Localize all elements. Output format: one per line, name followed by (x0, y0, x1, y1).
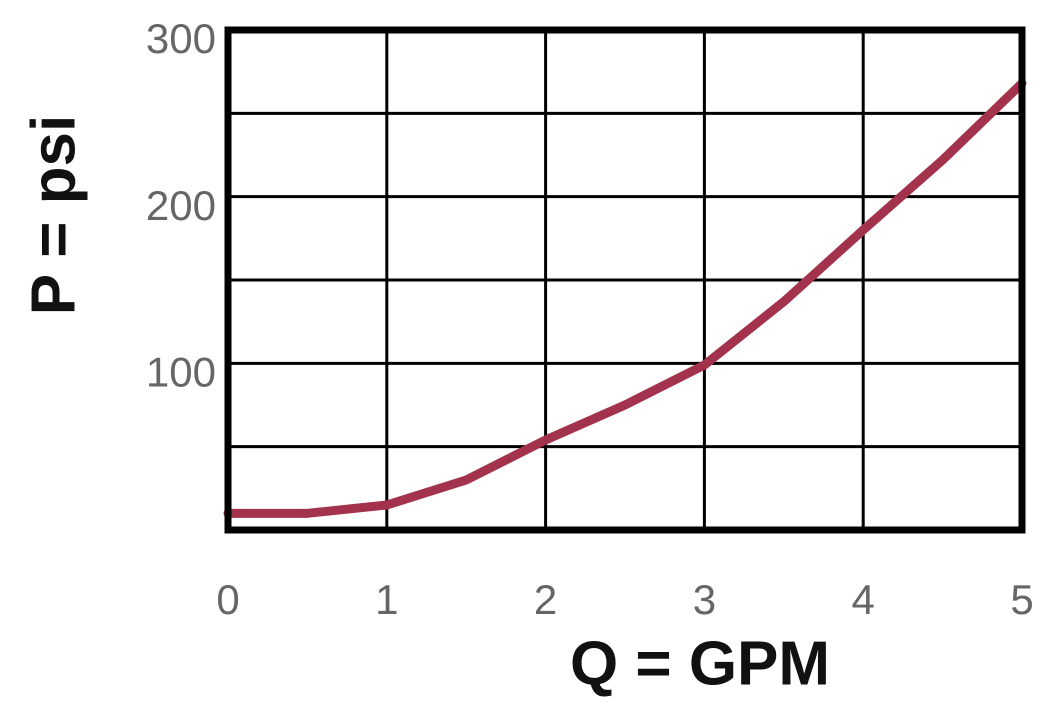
y-axis-title: P = psi (19, 115, 88, 315)
x-tick-label: 4 (852, 576, 875, 623)
x-tick-label: 0 (216, 576, 239, 623)
x-tick-label: 1 (375, 576, 398, 623)
x-axis-title: Q = GPM (570, 629, 830, 698)
x-tick-label: 5 (1010, 576, 1033, 623)
y-tick-label: 200 (146, 182, 216, 229)
y-tick-label: 300 (146, 15, 216, 62)
y-tick-label: 100 (146, 348, 216, 395)
chart: P = psi Q = GPM 100 200 300 0 1 2 3 4 5 (0, 0, 1045, 701)
x-tick-label: 2 (534, 576, 557, 623)
x-tick-label: 3 (693, 576, 716, 623)
